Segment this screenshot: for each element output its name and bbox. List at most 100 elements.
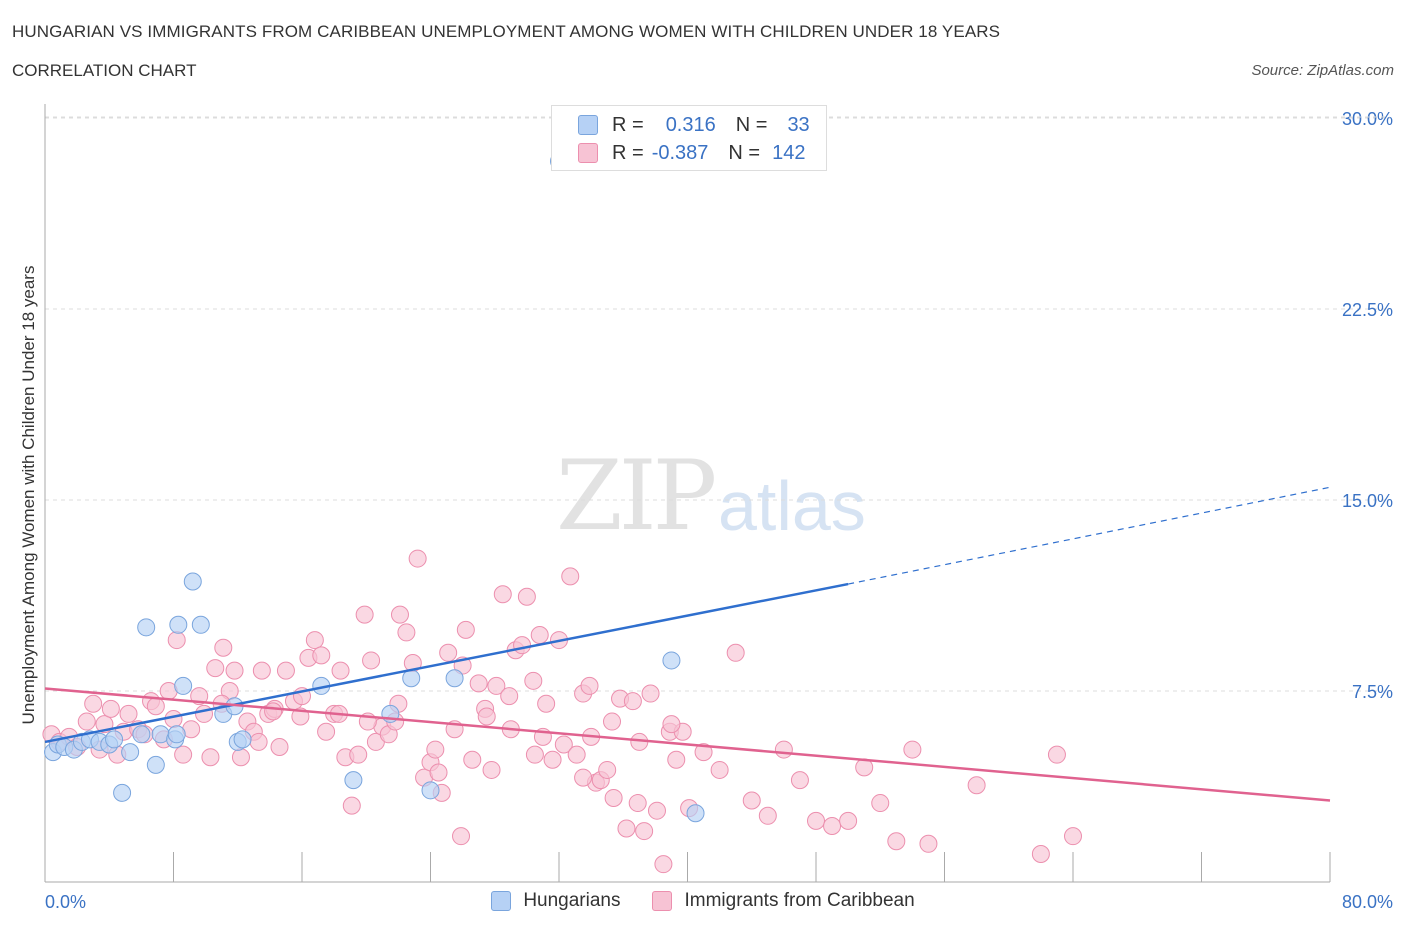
caribbean-point xyxy=(463,750,482,769)
caribbean-point xyxy=(276,661,295,680)
caribbean-point xyxy=(349,745,368,764)
y-tick-label: 30.0% xyxy=(1342,109,1393,129)
caribbean-point xyxy=(408,549,427,568)
hungarian-trend-extension xyxy=(848,486,1331,585)
caribbean-point xyxy=(206,659,225,678)
caribbean-point xyxy=(617,819,636,838)
caribbean-point xyxy=(1031,844,1050,863)
legend-n-value-caribbean: 142 xyxy=(772,141,806,164)
y-tick-label: 22.5% xyxy=(1342,300,1393,320)
caribbean-point xyxy=(603,712,622,731)
caribbean-point xyxy=(662,715,681,734)
series-swatch-caribbean xyxy=(652,891,673,911)
hungarian-point xyxy=(233,730,252,749)
caribbean-point xyxy=(871,794,890,813)
legend-r-label: R = xyxy=(612,113,644,136)
caribbean-point xyxy=(482,760,501,779)
caribbean-point xyxy=(167,631,186,650)
caribbean-point xyxy=(543,750,562,769)
caribbean-point xyxy=(84,694,103,713)
series-legend: Hungarians Immigrants from Caribbean xyxy=(0,890,1406,912)
y-tick-label: 15.0% xyxy=(1342,491,1393,511)
legend-n-label: N = xyxy=(735,113,768,136)
caribbean-point xyxy=(580,676,599,695)
caribbean-point xyxy=(312,646,331,665)
caribbean-point xyxy=(774,740,793,759)
caribbean-point xyxy=(426,740,445,759)
caribbean-point xyxy=(252,661,271,680)
caribbean-trend-line xyxy=(44,687,1331,802)
caribbean-point xyxy=(342,796,361,815)
caribbean-point xyxy=(1064,827,1082,846)
hungarian-point xyxy=(344,771,363,790)
series-swatch-hungarians xyxy=(491,891,512,911)
series-name-hungarians: Hungarians xyxy=(523,890,621,911)
caribbean-point xyxy=(493,585,512,604)
caribbean-point xyxy=(305,631,324,650)
legend-swatch-caribbean xyxy=(578,143,598,163)
caribbean-point xyxy=(225,661,244,680)
caribbean-point xyxy=(317,722,336,741)
caribbean-point xyxy=(903,740,922,759)
hungarian-point xyxy=(167,725,186,744)
caribbean-point xyxy=(362,651,381,670)
legend-n-label: N = xyxy=(728,141,761,164)
caribbean-point xyxy=(623,692,642,711)
hungarian-trend-line xyxy=(44,582,849,744)
caribbean-point xyxy=(214,638,233,657)
caribbean-point xyxy=(331,661,350,680)
caribbean-point xyxy=(667,750,686,769)
x-tick-label-min: 0.0% xyxy=(45,892,86,912)
caribbean-point xyxy=(201,748,220,767)
caribbean-point xyxy=(567,745,586,764)
caribbean-point xyxy=(264,702,283,721)
caribbean-point xyxy=(429,763,448,782)
caribbean-point xyxy=(641,684,660,703)
caribbean-point xyxy=(397,623,416,642)
caribbean-point xyxy=(807,811,825,830)
legend-swatch-hungarians xyxy=(578,115,598,135)
hungarian-point xyxy=(146,755,165,774)
hungarian-point xyxy=(174,676,193,695)
hungarian-point xyxy=(686,804,705,823)
caribbean-point xyxy=(598,760,617,779)
hungarian-point xyxy=(113,783,132,802)
caribbean-point xyxy=(647,801,666,820)
caribbean-point xyxy=(604,788,623,807)
caribbean-point xyxy=(469,674,488,693)
caribbean-point xyxy=(561,567,580,586)
watermark-atlas: atlas xyxy=(718,467,866,545)
caribbean-point xyxy=(146,697,165,716)
caribbean-point xyxy=(839,811,858,830)
caribbean-point xyxy=(195,704,214,723)
caribbean-point xyxy=(823,816,842,835)
caribbean-point xyxy=(487,676,506,695)
legend-row-caribbean: R = -0.387 N = 142 xyxy=(578,141,805,165)
series-legend-caribbean: Immigrants from Caribbean xyxy=(652,890,915,912)
chart-subtitle: CORRELATION CHART xyxy=(12,61,197,80)
caribbean-point xyxy=(477,707,496,726)
legend-row-hungarians: R = 0.316 N = 33 xyxy=(578,113,810,137)
caribbean-point xyxy=(726,643,745,662)
caribbean-point xyxy=(694,743,713,762)
caribbean-point xyxy=(524,671,543,690)
watermark-zip: ZIP xyxy=(556,440,717,552)
caribbean-point xyxy=(270,738,289,757)
source-label: Source: ZipAtlas.com xyxy=(1251,62,1394,79)
caribbean-point xyxy=(628,794,647,813)
caribbean-point xyxy=(500,687,519,706)
caribbean-point xyxy=(758,806,777,825)
caribbean-point xyxy=(439,643,458,662)
caribbean-point xyxy=(887,832,906,851)
caribbean-point xyxy=(654,855,673,874)
caribbean-point xyxy=(390,605,409,624)
hungarian-point xyxy=(445,669,464,688)
caribbean-point xyxy=(537,694,556,713)
caribbean-point xyxy=(452,827,471,846)
caribbean-point xyxy=(355,605,374,624)
caribbean-point xyxy=(710,760,729,779)
caribbean-point xyxy=(967,776,986,795)
caribbean-point xyxy=(790,771,809,790)
legend-n-value-hungarians: 33 xyxy=(787,113,810,136)
caribbean-point xyxy=(1047,745,1066,764)
